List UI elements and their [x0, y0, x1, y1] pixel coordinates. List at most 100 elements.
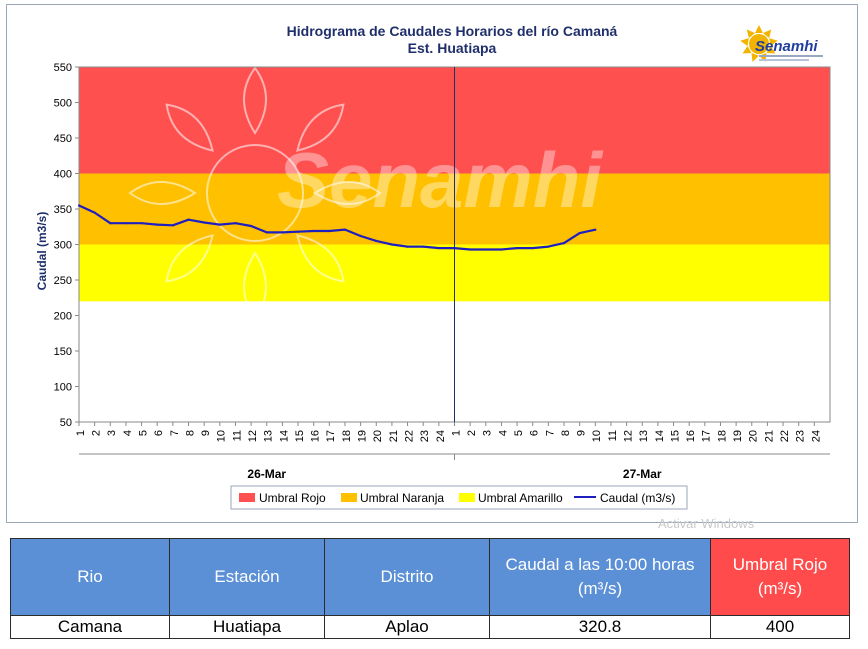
hydrograph-chart: Hidrograma de Caudales Horarios del río … [35, 23, 831, 510]
x-tick-label: 11 [231, 430, 243, 441]
data-point [406, 245, 409, 248]
data-point [77, 204, 81, 207]
x-tick-label: 9 [200, 430, 212, 436]
day-label: 27-Mar [623, 467, 662, 481]
x-tick-label: 13 [263, 430, 275, 442]
y-tick-labels: 50 100 150 200 250 300 350 400 450 500 550 [54, 62, 79, 429]
data-point [437, 246, 440, 250]
cell-umbral-rojo: 400 [710, 615, 850, 639]
senamhi-logo: Senamhi [740, 25, 823, 62]
x-tick-label: 17 [325, 430, 337, 442]
data-point [328, 229, 331, 233]
x-tick-label: 13 [638, 430, 650, 442]
y-tick-label: 350 [54, 204, 72, 216]
data-point [187, 218, 190, 221]
data-point [594, 228, 597, 231]
data-point [109, 222, 112, 225]
data-point [265, 231, 268, 234]
x-tick-label: 2 [91, 430, 103, 436]
x-tick-label: 3 [106, 430, 118, 436]
data-point [296, 230, 300, 233]
data-point [484, 248, 487, 251]
x-tick-label: 7 [169, 430, 181, 436]
header-caudal: Caudal a las 10:00 horas (m³/s) [489, 538, 711, 616]
x-tick-label: 18 [341, 430, 353, 442]
x-tick-label: 8 [560, 430, 572, 436]
y-tick-label: 450 [54, 133, 72, 145]
data-point [359, 234, 362, 238]
x-tick-label: 19 [357, 430, 369, 442]
x-tick-label: 5 [513, 430, 525, 436]
x-tick-label: 7 [544, 430, 556, 436]
x-tick-labels: 1 2 3 4 5 6 7 8 9 10 11 12 13 14 15 16 17 18 19 20 21 22 23 24 1… [75, 422, 822, 442]
x-tick-label: 4 [497, 430, 509, 436]
sun-icon [740, 25, 778, 62]
x-tick-label: 10 [591, 430, 603, 442]
x-tick-label: 18 [716, 430, 728, 442]
chart-subtitle: Est. Huatiapa [408, 40, 497, 56]
y-tick-label: 300 [54, 240, 72, 252]
activate-windows-overlay: Activar Windows [658, 516, 755, 531]
y-tick-label: 550 [54, 62, 72, 74]
data-point [234, 222, 237, 225]
legend-swatch-rojo [239, 493, 255, 502]
x-tick-label: 5 [137, 430, 149, 436]
data-point [375, 239, 378, 243]
y-tick-label: 100 [54, 382, 72, 394]
day-labels: 26-Mar 27-Mar [247, 467, 662, 481]
x-tick-label: 24 [435, 430, 447, 442]
data-point [124, 222, 128, 225]
legend-label-naranja: Umbral Naranja [360, 491, 444, 505]
y-axis-label: Caudal (m3/s) [35, 212, 49, 291]
x-tick-label: 17 [701, 430, 713, 442]
chart-panel: Hidrograma de Caudales Horarios del río … [6, 4, 858, 523]
header-distrito: Distrito [324, 538, 490, 616]
x-tick-label: 14 [654, 430, 666, 442]
x-tick-label: 20 [748, 430, 760, 442]
header-estacion: Estación [169, 538, 325, 616]
watermark-sun-icon [128, 66, 382, 320]
legend-swatch-amarillo [459, 493, 475, 502]
legend-swatch-naranja [341, 493, 357, 502]
data-point [140, 222, 143, 225]
cell-estacion: Huatiapa [169, 615, 325, 639]
x-tick-label: 16 [685, 430, 697, 442]
y-tick-label: 200 [54, 311, 72, 323]
data-point [156, 223, 159, 226]
y-tick-label: 50 [60, 417, 72, 429]
data-point [422, 245, 425, 248]
data-point [312, 229, 315, 233]
series-line-caudal [78, 204, 596, 251]
day-label: 26-Mar [247, 467, 286, 481]
data-point [218, 223, 221, 226]
x-tick-label: 6 [153, 430, 165, 436]
cell-rio: Camana [10, 615, 170, 639]
series-layer [77, 204, 597, 251]
x-tick-label: 14 [278, 430, 290, 442]
data-point [562, 241, 566, 245]
x-tick-label: 19 [732, 430, 744, 442]
x-tick-label: 1 [450, 430, 462, 436]
x-tick-label: 10 [216, 430, 228, 442]
data-point [390, 243, 394, 246]
x-tick-label: 11 [607, 430, 619, 441]
x-tick-label: 23 [795, 430, 807, 442]
y-tick-label: 150 [54, 346, 72, 358]
x-tick-label: 21 [763, 430, 775, 442]
data-point [343, 228, 347, 231]
y-tick-label: 250 [54, 275, 72, 287]
y-tick-label: 400 [54, 169, 72, 181]
table-row: Camana Huatiapa Aplao 320.8 400 [10, 615, 850, 639]
x-tick-label: 9 [576, 430, 588, 436]
legend: Umbral Rojo Umbral Naranja Umbral Amaril… [230, 485, 688, 510]
x-tick-label: 6 [529, 430, 541, 436]
x-tick-label: 4 [122, 430, 134, 436]
x-tick-label: 23 [419, 430, 431, 442]
x-tick-label: 1 [75, 430, 87, 436]
legend-label-amarillo: Umbral Amarillo [478, 491, 563, 505]
header-umbral-rojo: Umbral Rojo (m³/s) [710, 538, 850, 616]
x-tick-label: 20 [372, 430, 384, 442]
y-tick-label: 500 [54, 98, 72, 110]
x-tick-label: 12 [623, 430, 635, 442]
legend-label-caudal: Caudal (m3/s) [600, 491, 675, 505]
